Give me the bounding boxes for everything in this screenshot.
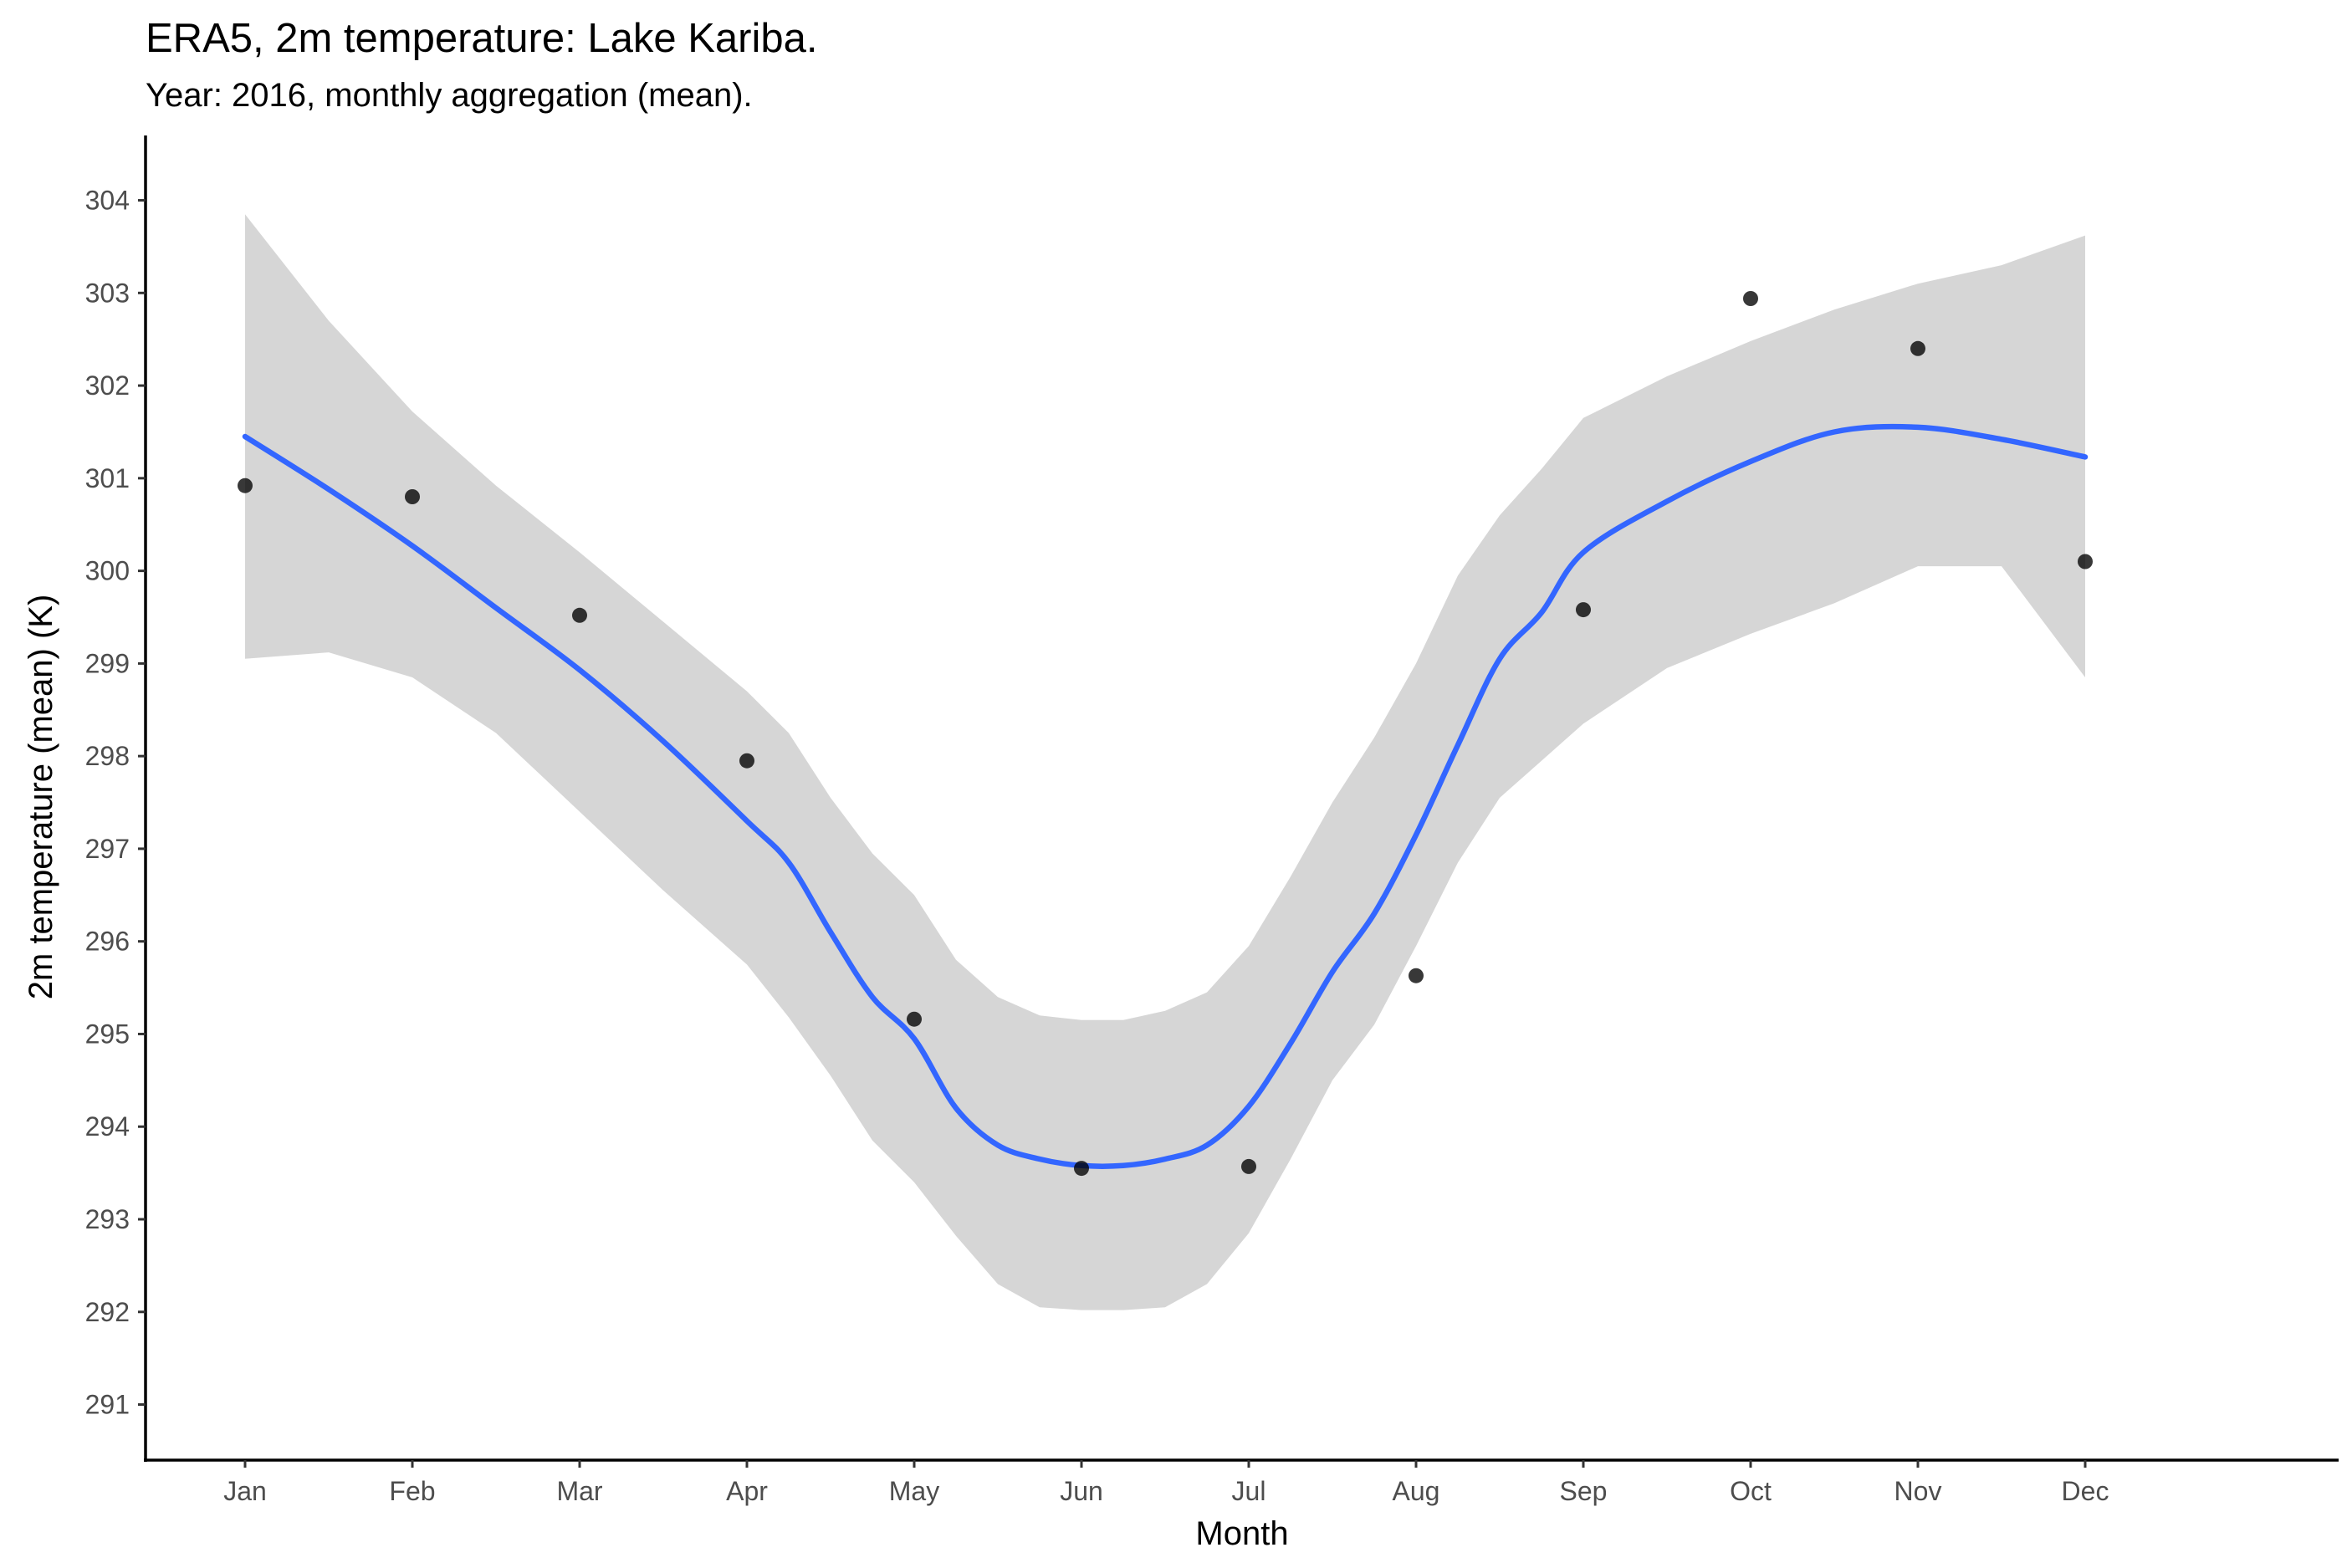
data-point-sep xyxy=(1576,602,1591,618)
x-tick-label-jul: Jul xyxy=(1232,1476,1266,1506)
x-tick-label-dec: Dec xyxy=(2062,1476,2109,1506)
data-point-oct xyxy=(1743,291,1758,306)
data-point-jan xyxy=(238,478,253,493)
x-tick-label-nov: Nov xyxy=(1894,1476,1942,1506)
confidence-ribbon xyxy=(245,214,2085,1310)
y-tick-label: 304 xyxy=(85,186,130,216)
y-tick-label: 291 xyxy=(85,1390,130,1420)
x-tick-label-jan: Jan xyxy=(223,1476,267,1506)
data-point-may xyxy=(907,1011,922,1027)
y-tick-label: 297 xyxy=(85,834,130,864)
y-tick-label: 299 xyxy=(85,648,130,678)
y-tick-label: 302 xyxy=(85,370,130,401)
data-point-apr xyxy=(739,753,754,769)
data-point-jun xyxy=(1074,1161,1089,1177)
y-tick-label: 296 xyxy=(85,927,130,957)
y-tick-label: 298 xyxy=(85,741,130,771)
x-tick-label-apr: Apr xyxy=(726,1476,768,1506)
y-tick-label: 303 xyxy=(85,278,130,308)
data-points-layer xyxy=(238,291,2093,1177)
y-tick-label: 292 xyxy=(85,1297,130,1327)
x-tick-label-may: May xyxy=(889,1476,939,1506)
y-tick-label: 294 xyxy=(85,1111,130,1142)
smooth-fit-line xyxy=(242,423,2089,1169)
y-axis-title: 2m temperature (mean) (K) xyxy=(23,595,59,1000)
data-point-aug xyxy=(1409,968,1424,983)
x-tick-label-aug: Aug xyxy=(1393,1476,1440,1506)
chart-title: ERA5, 2m temperature: Lake Kariba. xyxy=(146,16,817,61)
data-point-dec xyxy=(2078,554,2093,569)
y-tick-label: 300 xyxy=(85,556,130,586)
y-tick-label: 293 xyxy=(85,1204,130,1234)
data-point-feb xyxy=(405,489,420,504)
x-axis-title: Month xyxy=(1195,1515,1288,1552)
y-tick-label: 295 xyxy=(85,1019,130,1049)
x-axis-ticks: Jan Feb Mar Apr May Jun Jul Aug Sep Oct Nov Dec xyxy=(223,1460,2109,1506)
x-tick-label-jun: Jun xyxy=(1060,1476,1103,1506)
smooth-line-layer xyxy=(242,423,2089,1169)
x-tick-label-feb: Feb xyxy=(389,1476,435,1506)
confidence-ribbon-layer xyxy=(245,214,2085,1310)
y-tick-label: 301 xyxy=(85,463,130,493)
y-axis-ticks: 291 292 293 294 295 296 297 298 299 300 301 302 303 3… xyxy=(85,186,146,1420)
data-point-mar xyxy=(572,607,587,623)
x-tick-label-sep: Sep xyxy=(1560,1476,1608,1506)
x-tick-label-mar: Mar xyxy=(556,1476,602,1506)
chart-subtitle: Year: 2016, monthly aggregation (mean). xyxy=(146,77,753,114)
x-tick-label-oct: Oct xyxy=(1730,1476,1772,1506)
data-point-nov xyxy=(1910,340,1925,356)
data-point-jul xyxy=(1241,1158,1256,1174)
